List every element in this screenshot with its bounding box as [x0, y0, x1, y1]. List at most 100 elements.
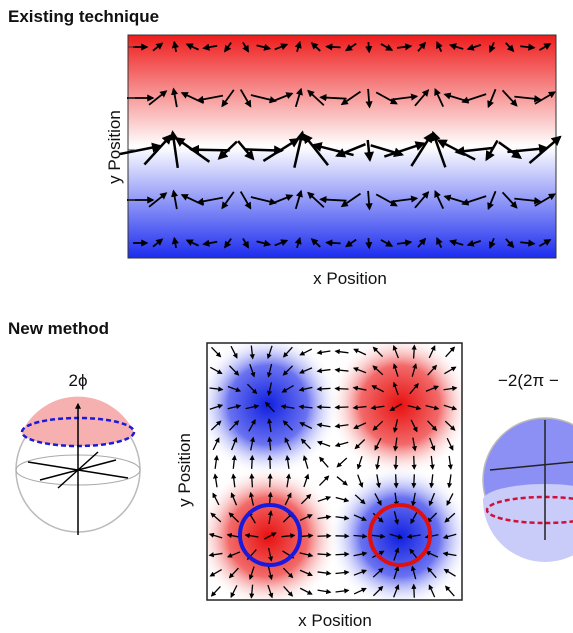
- arrow: [185, 43, 199, 51]
- arrow: [302, 455, 309, 469]
- loop: [238, 503, 302, 567]
- arrow: [283, 585, 294, 597]
- arrow: [443, 568, 456, 577]
- arrow: [429, 474, 435, 489]
- arrow: [230, 492, 238, 506]
- arrow: [256, 43, 272, 51]
- arrow: [229, 420, 240, 431]
- arrow: [417, 41, 427, 52]
- arrow: [334, 386, 349, 392]
- arrow: [264, 401, 275, 413]
- arrow: [466, 239, 482, 247]
- arrow: [353, 422, 367, 429]
- arrow: [284, 492, 292, 506]
- arrow: [168, 130, 180, 169]
- arrow: [316, 404, 331, 410]
- arrow: [411, 363, 418, 377]
- arrow: [336, 457, 348, 468]
- arrow: [431, 130, 447, 168]
- arrow: [300, 493, 312, 505]
- arrow: [411, 455, 417, 470]
- arrow: [152, 42, 164, 52]
- arrow: [317, 570, 332, 576]
- arrow: [152, 238, 164, 248]
- arrow: [227, 551, 241, 558]
- arrow: [352, 404, 367, 411]
- arrow: [300, 438, 311, 450]
- arrow: [250, 94, 277, 104]
- arrow: [461, 195, 487, 206]
- arrow: [267, 418, 273, 433]
- arrow: [228, 567, 239, 579]
- section-title: Existing technique: [8, 7, 159, 26]
- arrow: [228, 512, 240, 523]
- arrow: [410, 511, 418, 525]
- arrow: [383, 141, 426, 158]
- arrow: [267, 436, 273, 451]
- arrow: [209, 569, 222, 577]
- arrow: [266, 345, 273, 360]
- arrow: [171, 40, 179, 53]
- arrow: [340, 192, 361, 208]
- field-arrows: [208, 344, 458, 599]
- arrow: [409, 383, 419, 395]
- arrow: [266, 363, 273, 378]
- arrow: [303, 473, 310, 488]
- arrow: [239, 89, 252, 108]
- arrow: [393, 547, 400, 561]
- arrow: [414, 191, 430, 209]
- arrow: [267, 566, 274, 581]
- arrow: [284, 437, 292, 451]
- left-sphere: [15, 396, 141, 535]
- arrow: [528, 135, 562, 164]
- arrow: [444, 420, 456, 431]
- arrow: [365, 42, 373, 54]
- arrow: [231, 454, 237, 469]
- arrow: [212, 437, 220, 451]
- arrow: [411, 583, 417, 598]
- arrow: [317, 514, 332, 520]
- arrow: [389, 403, 402, 411]
- arrow: [325, 43, 341, 51]
- arrow: [196, 196, 224, 205]
- arrow: [345, 238, 357, 248]
- arrow: [352, 367, 367, 374]
- arrow: [372, 420, 384, 431]
- arrow: [371, 385, 385, 393]
- arrow: [285, 473, 291, 488]
- arrow: [244, 145, 285, 156]
- arrow: [209, 403, 224, 410]
- arrow: [365, 88, 373, 109]
- arrow: [325, 239, 341, 247]
- arrow: [171, 236, 179, 249]
- arrow: [406, 533, 421, 539]
- x-axis-label: x Position: [298, 611, 372, 630]
- arrow: [427, 364, 438, 376]
- arrow: [534, 91, 556, 105]
- arrow: [316, 440, 331, 447]
- loop: [368, 503, 432, 567]
- arrow: [443, 404, 458, 411]
- section-title: New method: [8, 319, 109, 338]
- arrow: [380, 43, 394, 51]
- arrow: [411, 344, 417, 359]
- arrow: [244, 533, 259, 539]
- arrow: [227, 385, 242, 393]
- arrow: [298, 386, 313, 392]
- arrow: [335, 551, 350, 557]
- arrow: [212, 492, 220, 506]
- arrow: [393, 455, 399, 470]
- arrow: [436, 237, 443, 249]
- arrow: [392, 363, 399, 377]
- arrow: [281, 384, 294, 393]
- arrow: [488, 237, 496, 250]
- arrow: [210, 420, 222, 431]
- arrow: [372, 346, 384, 358]
- arrow: [501, 89, 518, 107]
- arrow: [429, 455, 435, 470]
- arrow: [397, 43, 413, 51]
- arrow: [246, 383, 258, 395]
- arrow: [334, 367, 349, 373]
- arrow: [213, 454, 219, 469]
- arrow: [171, 189, 179, 210]
